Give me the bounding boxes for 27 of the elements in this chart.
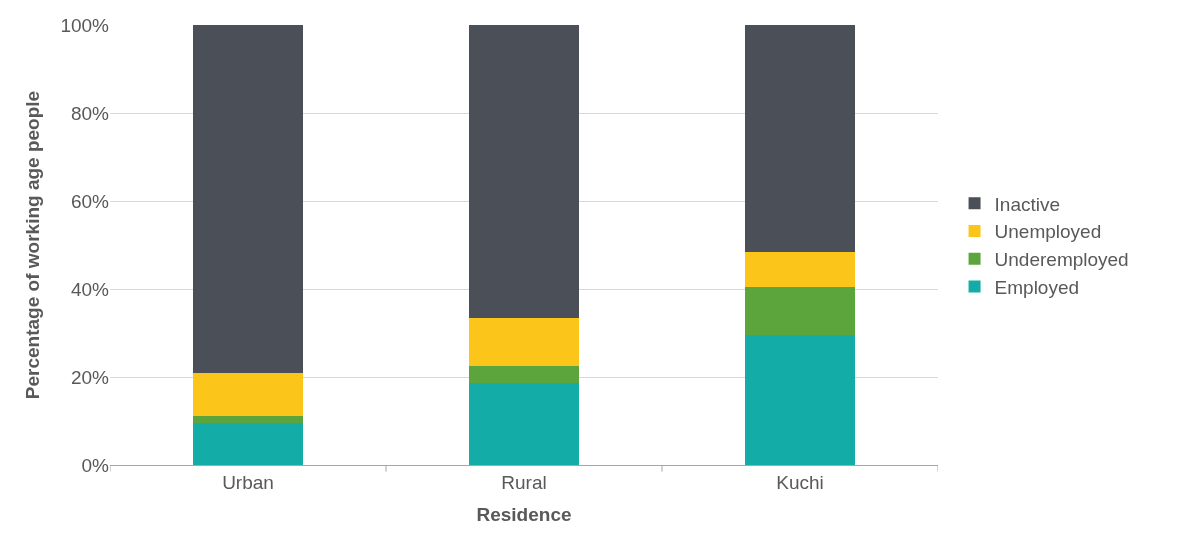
legend-label: Underemployed xyxy=(994,249,1129,271)
bar xyxy=(192,25,304,374)
y-axis-title: Percentage of working age people xyxy=(22,90,44,400)
legend-label: Unemployed xyxy=(994,221,1102,243)
bar xyxy=(468,365,580,384)
legend-label: Inactive xyxy=(994,193,1061,215)
bar xyxy=(192,423,304,465)
bar xyxy=(744,252,856,287)
x-tick-label: Kuchi xyxy=(776,471,824,493)
y-tick-label: 0% xyxy=(81,454,110,476)
bar xyxy=(468,25,580,318)
y-tick-label: 100% xyxy=(60,14,110,36)
y-tick-label: 60% xyxy=(70,190,110,212)
bar xyxy=(744,25,856,253)
bar xyxy=(468,383,580,465)
bar xyxy=(468,317,580,366)
bar xyxy=(192,416,304,424)
legend-label: Employed xyxy=(994,276,1080,298)
x-axis-title: Residence xyxy=(476,503,572,525)
x-tick-label: Urban xyxy=(222,471,274,493)
bar xyxy=(192,373,304,417)
x-tick-label: Rural xyxy=(501,471,547,493)
bar xyxy=(744,334,856,465)
y-tick-label: 20% xyxy=(70,366,110,388)
y-tick-label: 40% xyxy=(70,278,110,300)
y-tick-label: 80% xyxy=(70,102,110,124)
bar xyxy=(744,286,856,335)
